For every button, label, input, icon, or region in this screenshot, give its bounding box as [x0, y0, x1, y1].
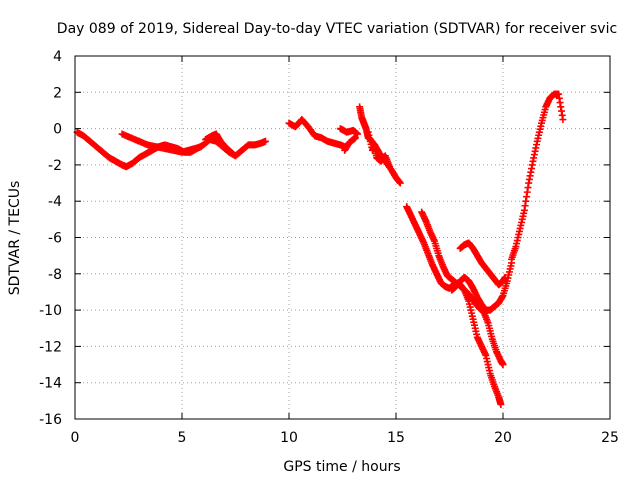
y-tick-label: 0: [53, 122, 62, 138]
data-point: [497, 400, 505, 408]
y-tick-label: -12: [39, 339, 62, 355]
data-point: [197, 143, 205, 151]
y-tick-label: -10: [39, 303, 62, 319]
data-point: [396, 179, 404, 187]
data-point: [499, 361, 507, 369]
x-axis-label: GPS time / hours: [283, 459, 400, 475]
y-tick-label: -8: [48, 267, 62, 283]
x-tick-label: 25: [601, 430, 619, 446]
data-points: [73, 90, 567, 408]
x-tick-label: 5: [178, 430, 187, 446]
data-point: [228, 149, 236, 157]
data-point: [353, 130, 361, 138]
x-tick-label: 15: [387, 430, 405, 446]
x-tick-label: 20: [494, 430, 512, 446]
y-tick-label: 4: [53, 49, 62, 65]
y-tick-label: -6: [48, 231, 62, 247]
y-tick-label: 2: [53, 85, 62, 101]
y-tick-label: -2: [48, 158, 62, 174]
grid: [75, 56, 610, 419]
chart-title: Day 089 of 2019, Sidereal Day-to-day VTE…: [57, 21, 617, 37]
y-axis-label: SDTVAR / TECUs: [7, 181, 23, 296]
x-tick-label: 10: [280, 430, 298, 446]
data-point: [386, 163, 394, 171]
data-point: [351, 134, 359, 142]
data-point: [229, 150, 237, 158]
data-point: [559, 116, 567, 124]
y-tick-label: -16: [39, 412, 62, 428]
y-tick-label: -4: [48, 194, 62, 210]
y-tick-label: -14: [39, 376, 62, 392]
data-point: [261, 137, 269, 145]
x-tick-label: 0: [71, 430, 80, 446]
